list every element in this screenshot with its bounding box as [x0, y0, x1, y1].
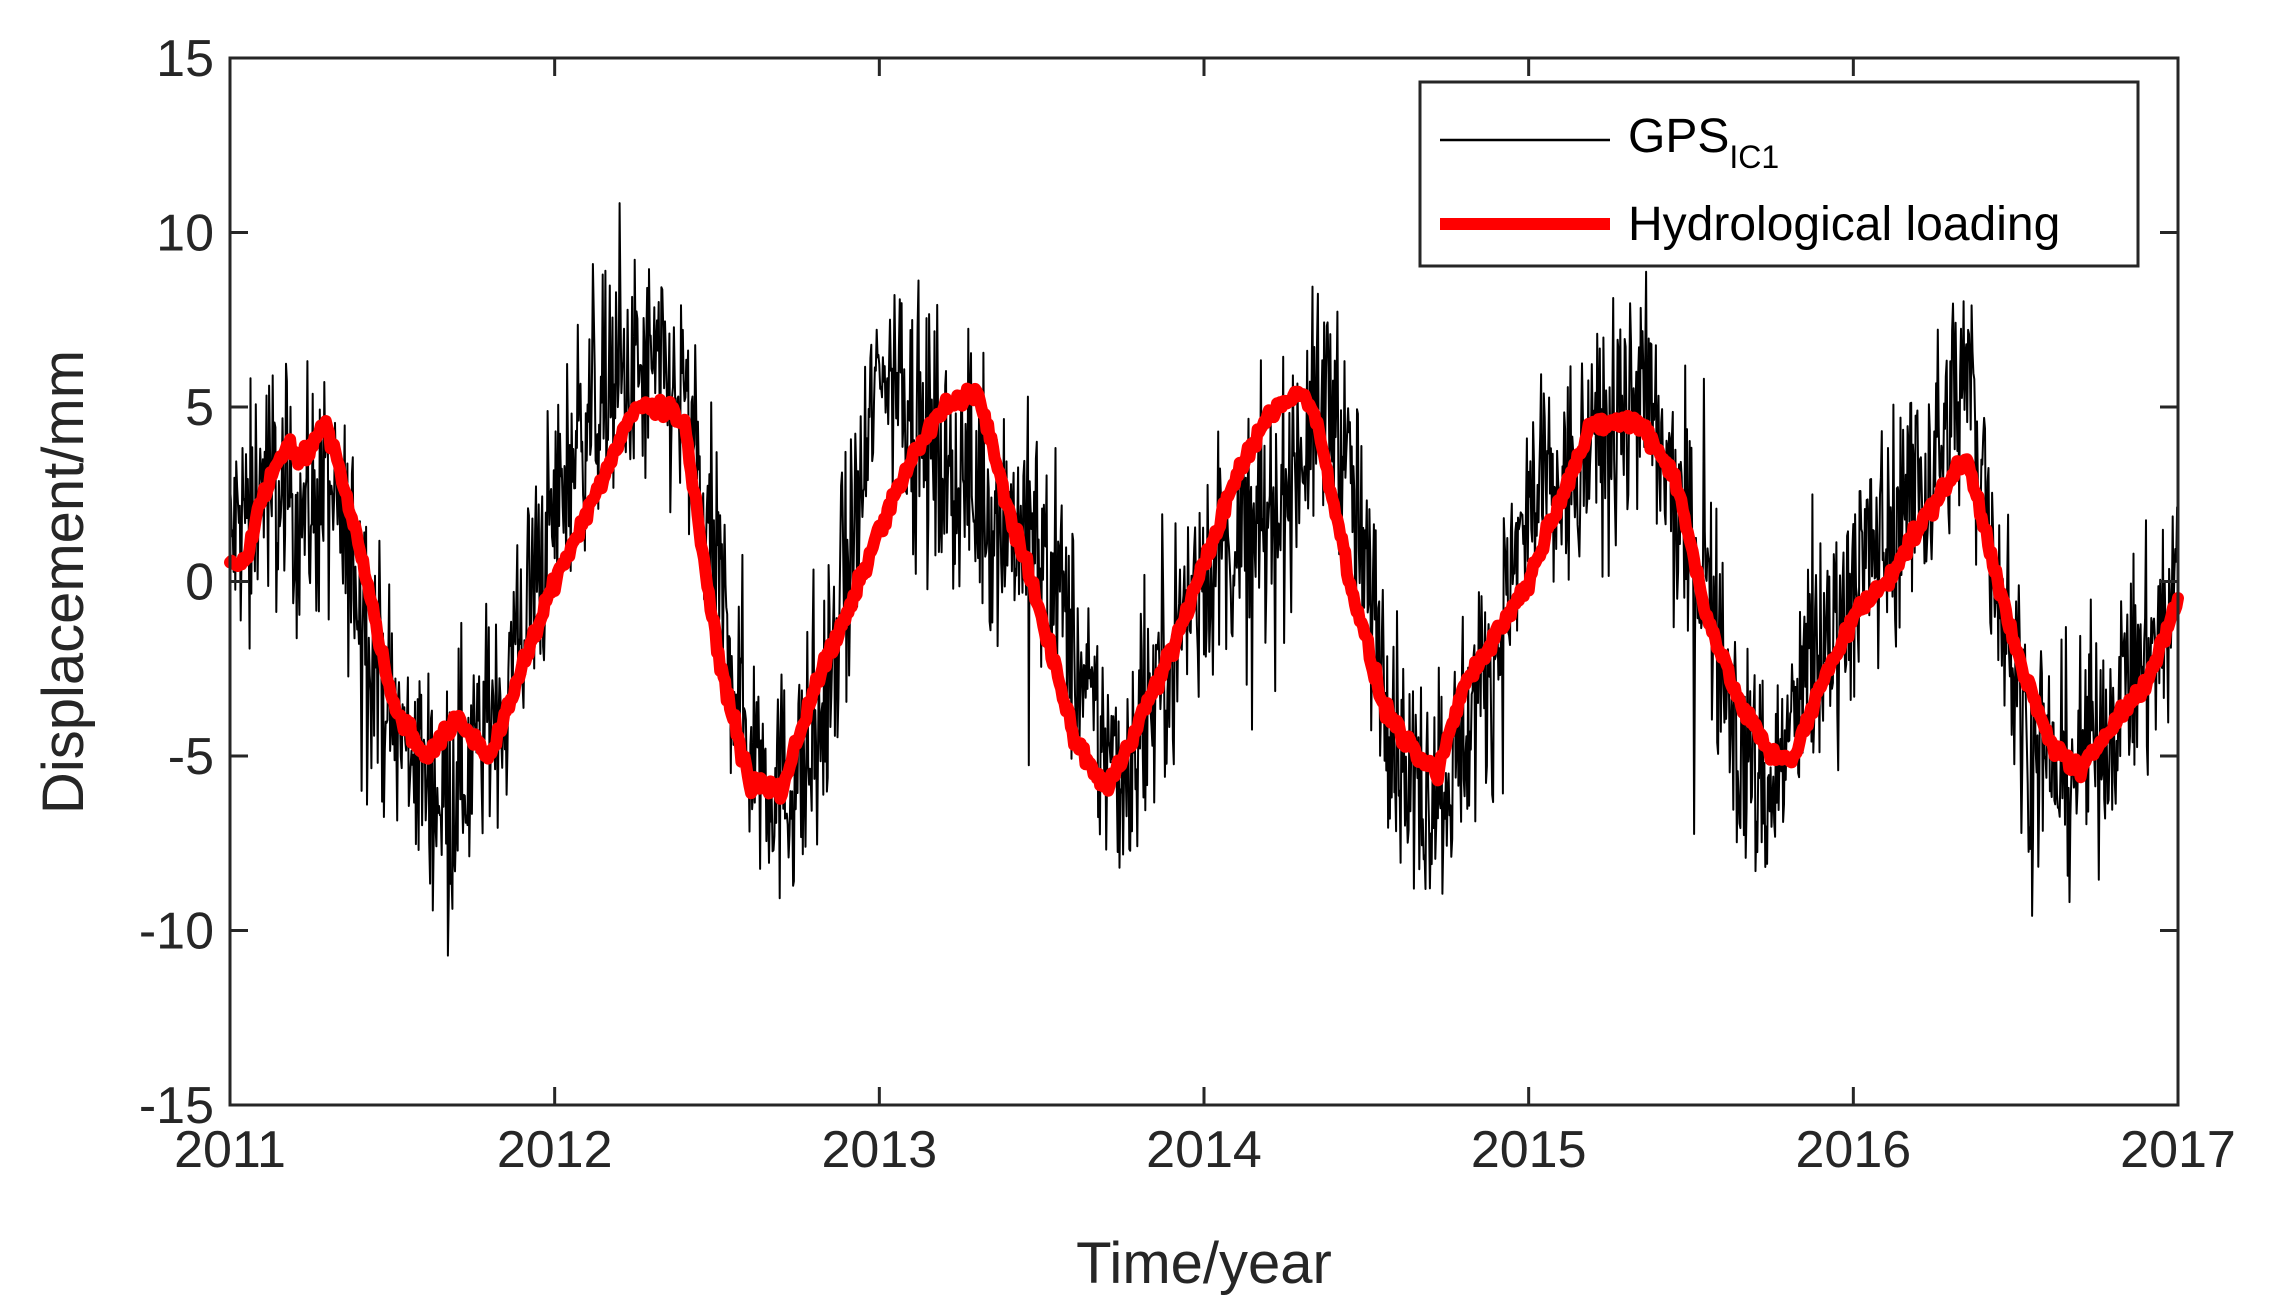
y-tick-label: -10	[139, 903, 214, 961]
x-tick-label: 2015	[1471, 1121, 1587, 1179]
x-tick-label: 2016	[1795, 1121, 1911, 1179]
y-tick-label: -15	[139, 1077, 214, 1135]
y-tick-label: 0	[185, 554, 214, 612]
x-axis-title: Time/year	[1076, 1231, 1332, 1296]
legend-label-gps: GPSIC1	[1628, 110, 1779, 175]
y-tick-label: -5	[168, 728, 214, 786]
x-tick-label: 2014	[1146, 1121, 1262, 1179]
x-tick-label: 2011	[174, 1121, 286, 1179]
y-tick-label: 5	[185, 379, 214, 437]
legend-label-gps-main: GPS	[1628, 110, 1729, 163]
hydrological-loading-line	[224, 382, 2184, 805]
legend-label-gps-sub: IC1	[1729, 139, 1779, 175]
legend: GPSIC1 Hydrological loading	[1418, 80, 2140, 268]
gps-line	[229, 202, 2179, 957]
x-tick-label: 2013	[821, 1121, 937, 1179]
series-layer	[224, 202, 2184, 957]
y-tick-label: 10	[156, 205, 214, 263]
legend-label-hydro: Hydrological loading	[1628, 198, 2060, 251]
x-tick-label: 2017	[2120, 1121, 2236, 1179]
y-axis-title: Displacement/mm	[31, 350, 96, 814]
x-tick-label: 2012	[497, 1121, 613, 1179]
y-tick-label: 15	[156, 30, 214, 88]
legend-box	[1418, 80, 2140, 268]
ticks-layer: 2011 2012 2013 2014 2015 2016 2017 -15 -10 -5 0 5 10…	[139, 30, 2236, 1179]
